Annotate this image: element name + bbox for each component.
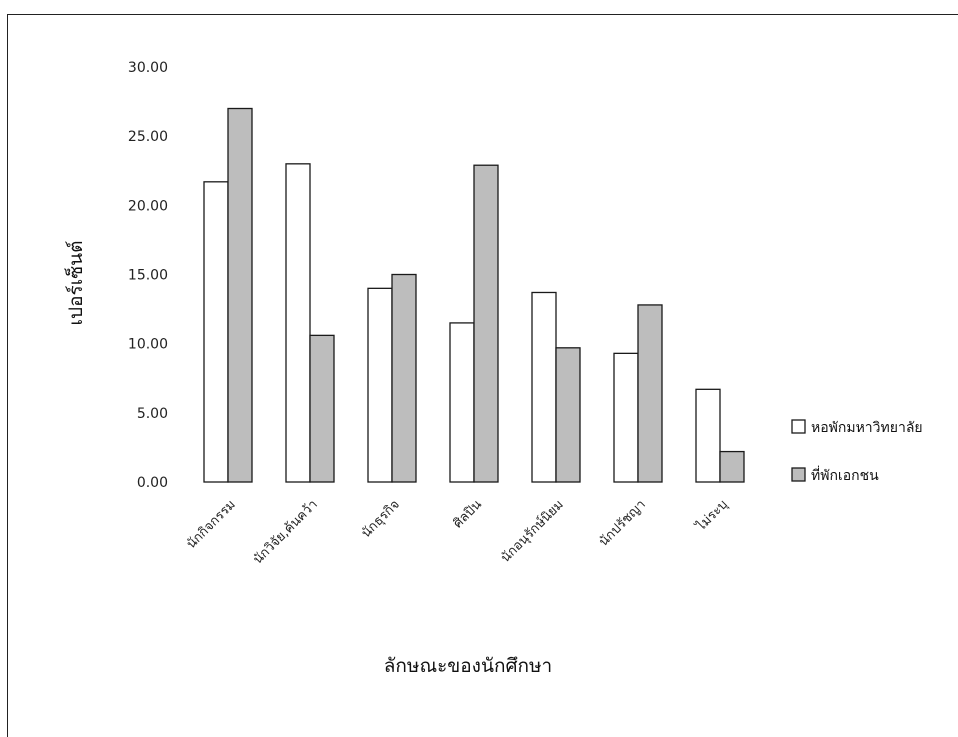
bar-private-housing	[555, 347, 581, 483]
legend-swatch	[791, 419, 806, 434]
y-tick-label: 0.00	[137, 475, 168, 491]
x-axis-labels: นักกิจกรรม นักวิจัย,ค้นคว้า นักธุรกิจ ศิลปิ…	[184, 497, 731, 568]
bar-private-housing	[719, 450, 745, 483]
legend-swatch	[791, 467, 806, 482]
x-tick-label: ไม่ระบุ	[692, 497, 730, 535]
bar-private-housing	[309, 334, 335, 483]
legend-label: ที่พักเอกชน	[811, 466, 879, 484]
bars	[203, 107, 745, 483]
bar-dormitory	[203, 181, 229, 483]
bar-private-housing	[227, 107, 253, 483]
x-tick-label: ศิลปิน	[451, 497, 485, 531]
bar-private-housing	[473, 164, 499, 483]
y-tick-label: 20.00	[128, 198, 168, 214]
bar-dormitory	[449, 322, 475, 483]
y-axis-ticks: 0.00 5.00 10.00 15.00 20.00 25.00 30.00	[128, 60, 168, 491]
bar-dormitory	[695, 388, 721, 483]
bar-private-housing	[637, 304, 663, 483]
x-tick-label: นักอนุรักษ์นิยม	[498, 497, 567, 566]
x-tick-label: นักกิจกรรม	[184, 497, 239, 552]
bar-dormitory	[531, 291, 557, 483]
chart-frame	[7, 14, 958, 737]
y-axis-title: เปอร์เซ็นต์	[63, 241, 87, 326]
x-tick-label: นักธุรกิจ	[359, 497, 403, 541]
bar-dormitory	[367, 287, 393, 483]
x-axis-title: ลักษณะของนักศึกษา	[384, 655, 552, 677]
bar-dormitory	[285, 163, 311, 483]
y-tick-label: 15.00	[128, 268, 168, 284]
legend: หอพักมหาวิทยาลัยที่พักเอกชน	[791, 419, 923, 484]
y-tick-label: 30.00	[128, 60, 168, 76]
x-tick-label: นักปรัชญา	[596, 497, 648, 549]
x-tick-label: นักวิจัย,ค้นคว้า	[251, 497, 321, 567]
bar-dormitory	[613, 352, 639, 483]
y-tick-label: 10.00	[128, 337, 168, 353]
y-tick-label: 5.00	[137, 406, 168, 422]
bar-private-housing	[391, 273, 417, 483]
legend-label: หอพักมหาวิทยาลัย	[811, 420, 923, 436]
y-tick-label: 25.00	[128, 129, 168, 145]
